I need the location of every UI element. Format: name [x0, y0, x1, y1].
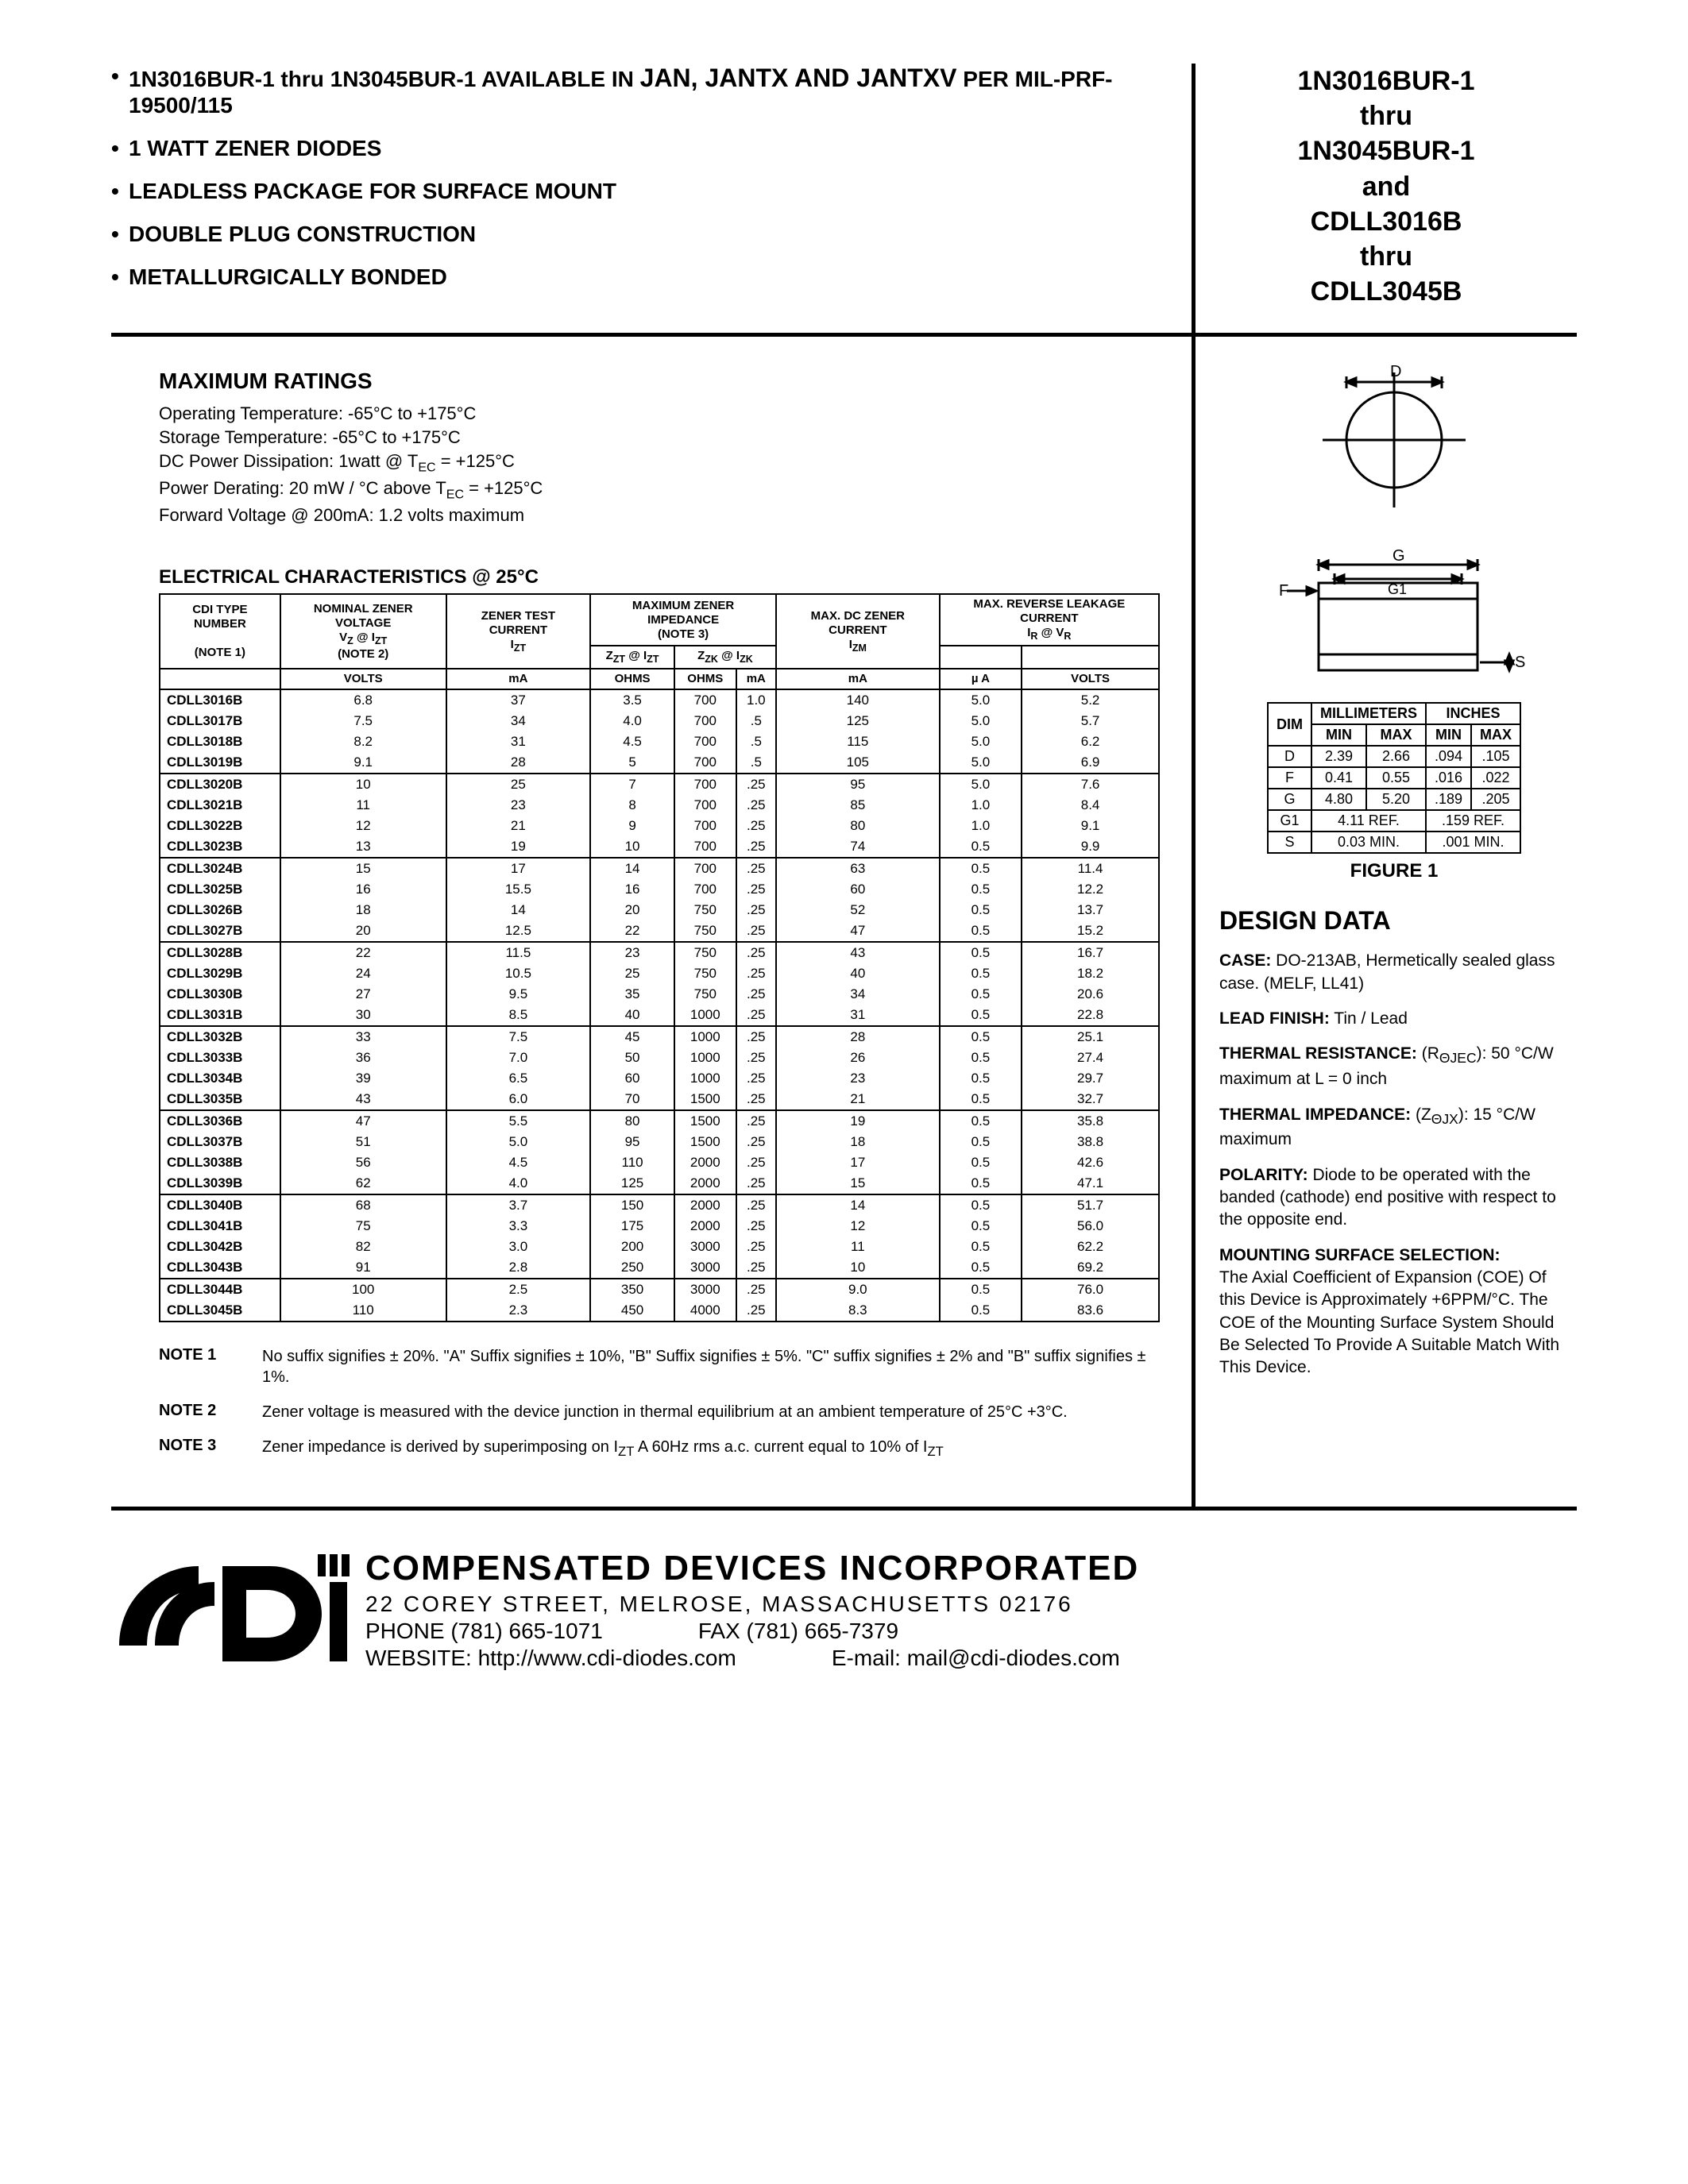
- svg-text:D: D: [1390, 363, 1401, 380]
- package-diagram-icon: D: [1243, 361, 1545, 694]
- feature-bullet: DOUBLE PLUG CONSTRUCTION: [111, 222, 1160, 247]
- max-ratings-title: MAXIMUM RATINGS: [159, 369, 1160, 394]
- figure-label: FIGURE 1: [1219, 860, 1569, 882]
- table-row: CDLL3033B367.0501000.25260.527.4: [160, 1048, 1159, 1068]
- elec-char-title: ELECTRICAL CHARACTERISTICS @ 25°C: [159, 566, 1160, 588]
- electrical-characteristics-table: CDI TYPE NUMBER(NOTE 1)NOMINAL ZENER VOL…: [159, 593, 1160, 1322]
- phone: PHONE (781) 665-1071: [365, 1619, 603, 1644]
- note: NOTE 2Zener voltage is measured with the…: [159, 1402, 1160, 1422]
- svg-text:S: S: [1515, 654, 1525, 671]
- design-data-title: DESIGN DATA: [1219, 906, 1569, 936]
- feature-bullet: LEADLESS PACKAGE FOR SURFACE MOUNT: [111, 179, 1160, 204]
- svg-text:F: F: [1279, 582, 1288, 600]
- table-row: G14.11 REF..159 REF.: [1268, 810, 1520, 832]
- svg-text:G: G: [1393, 547, 1405, 565]
- feature-bullet: METALLURGICALLY BONDED: [111, 264, 1160, 290]
- table-row: CDLL3045B1102.34504000.258.30.583.6: [160, 1300, 1159, 1322]
- table-row: CDLL3034B396.5601000.25230.529.7: [160, 1068, 1159, 1089]
- feature-bullet: 1N3016BUR-1 thru 1N3045BUR-1 AVAILABLE I…: [111, 64, 1160, 118]
- table-row: CDLL3031B308.5401000.25310.522.8: [160, 1005, 1159, 1026]
- table-row: CDLL3024B151714700.25630.511.4: [160, 858, 1159, 879]
- cdi-logo-icon: [111, 1542, 350, 1677]
- table-row: CDLL3036B475.5801500.25190.535.8: [160, 1110, 1159, 1132]
- table-row: CDLL3025B1615.516700.25600.512.2: [160, 879, 1159, 900]
- table-row: CDLL3044B1002.53503000.259.00.576.0: [160, 1279, 1159, 1300]
- table-row: CDLL3035B436.0701500.25210.532.7: [160, 1089, 1159, 1110]
- table-row: CDLL3021B11238700.25851.08.4: [160, 795, 1159, 816]
- note: NOTE 1No suffix signifies ± 20%. "A" Suf…: [159, 1346, 1160, 1387]
- table-row: CDLL3029B2410.525750.25400.518.2: [160, 963, 1159, 984]
- table-row: CDLL3028B2211.523750.25430.516.7: [160, 942, 1159, 963]
- body-section: MAXIMUM RATINGS Operating Temperature: -…: [111, 337, 1577, 1511]
- table-row: F0.410.55.016.022: [1268, 767, 1520, 789]
- table-row: CDLL3041B753.31752000.25120.556.0: [160, 1216, 1159, 1237]
- company-name: COMPENSATED DEVICES INCORPORATED: [365, 1549, 1139, 1588]
- feature-bullets: 1N3016BUR-1 thru 1N3045BUR-1 AVAILABLE I…: [111, 64, 1196, 333]
- table-row: S0.03 MIN..001 MIN.: [1268, 832, 1520, 853]
- dimension-table: DIMMILLIMETERSINCHESMINMAXMINMAXD2.392.6…: [1267, 702, 1521, 854]
- table-row: CDLL3018B8.2314.5700.51155.06.2: [160, 731, 1159, 752]
- fax: FAX (781) 665-7379: [698, 1619, 898, 1644]
- table-row: CDLL3040B683.71502000.25140.551.7: [160, 1194, 1159, 1216]
- package-figure: D: [1219, 361, 1569, 882]
- header-section: 1N3016BUR-1 thru 1N3045BUR-1 AVAILABLE I…: [111, 64, 1577, 337]
- table-row: CDLL3016B6.8373.57001.01405.05.2: [160, 689, 1159, 711]
- email: E-mail: mail@cdi-diodes.com: [832, 1646, 1120, 1671]
- table-row: CDLL3042B823.02003000.25110.562.2: [160, 1237, 1159, 1257]
- note: NOTE 3Zener impedance is derived by supe…: [159, 1437, 1160, 1461]
- table-row: CDLL3030B279.535750.25340.520.6: [160, 984, 1159, 1005]
- table-row: CDLL3043B912.82503000.25100.569.2: [160, 1257, 1159, 1279]
- table-row: CDLL3039B624.01252000.25150.547.1: [160, 1173, 1159, 1194]
- table-row: CDLL3032B337.5451000.25280.525.1: [160, 1026, 1159, 1048]
- table-row: CDLL3023B131910700.25740.59.9: [160, 836, 1159, 858]
- part-number-title: 1N3016BUR-1thru1N3045BUR-1andCDLL3016Bth…: [1196, 64, 1577, 333]
- design-data-body: CASE: DO-213AB, Hermetically sealed glas…: [1219, 950, 1569, 1379]
- table-row: CDLL3022B12219700.25801.09.1: [160, 816, 1159, 836]
- table-row: D2.392.66.094.105: [1268, 746, 1520, 767]
- table-row: CDLL3019B9.1285700.51055.06.9: [160, 752, 1159, 774]
- table-row: CDLL3038B564.51102000.25170.542.6: [160, 1152, 1159, 1173]
- svg-text:G1: G1: [1388, 581, 1407, 597]
- table-row: CDLL3027B2012.522750.25470.515.2: [160, 920, 1159, 942]
- table-row: G4.805.20.189.205: [1268, 789, 1520, 810]
- table-row: CDLL3026B181420750.25520.513.7: [160, 900, 1159, 920]
- notes-section: NOTE 1No suffix signifies ± 20%. "A" Suf…: [159, 1346, 1160, 1461]
- website: WEBSITE: http://www.cdi-diodes.com: [365, 1646, 736, 1671]
- feature-bullet: 1 WATT ZENER DIODES: [111, 136, 1160, 161]
- footer-section: COMPENSATED DEVICES INCORPORATED 22 CORE…: [111, 1511, 1577, 1677]
- table-row: CDLL3020B10257700.25955.07.6: [160, 774, 1159, 795]
- table-row: CDLL3037B515.0951500.25180.538.8: [160, 1132, 1159, 1152]
- company-address: 22 COREY STREET, MELROSE, MASSACHUSETTS …: [365, 1592, 1139, 1617]
- table-row: CDLL3017B7.5344.0700.51255.05.7: [160, 711, 1159, 731]
- max-ratings-lines: Operating Temperature: -65°C to +175°CSt…: [159, 402, 1160, 527]
